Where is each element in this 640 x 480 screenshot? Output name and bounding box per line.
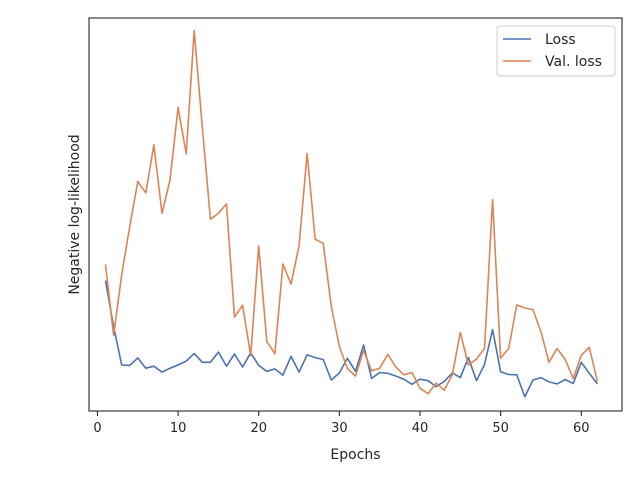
x-tick-label: 40 xyxy=(412,421,429,436)
legend-label-val-loss: Val. loss xyxy=(545,54,602,70)
series-line-val-loss xyxy=(104,29,599,395)
legend: Loss Val. loss xyxy=(496,25,616,77)
x-tick-label: 50 xyxy=(492,421,509,436)
legend-label-loss: Loss xyxy=(545,32,576,48)
series-line-loss xyxy=(104,280,599,398)
x-tick-label: 20 xyxy=(250,421,267,436)
x-tick-label: 30 xyxy=(331,421,348,436)
x-axis-ticks: 0 10 20 30 40 50 60 xyxy=(93,411,590,436)
x-tick-label: 0 xyxy=(93,421,101,436)
x-tick-label: 10 xyxy=(170,421,187,436)
series-layer xyxy=(104,29,599,398)
plot-frame xyxy=(88,17,623,412)
y-axis-label: Negative log-likelihood xyxy=(67,134,83,294)
x-tick-label: 60 xyxy=(573,421,590,436)
x-axis-label: Epochs xyxy=(330,447,380,463)
